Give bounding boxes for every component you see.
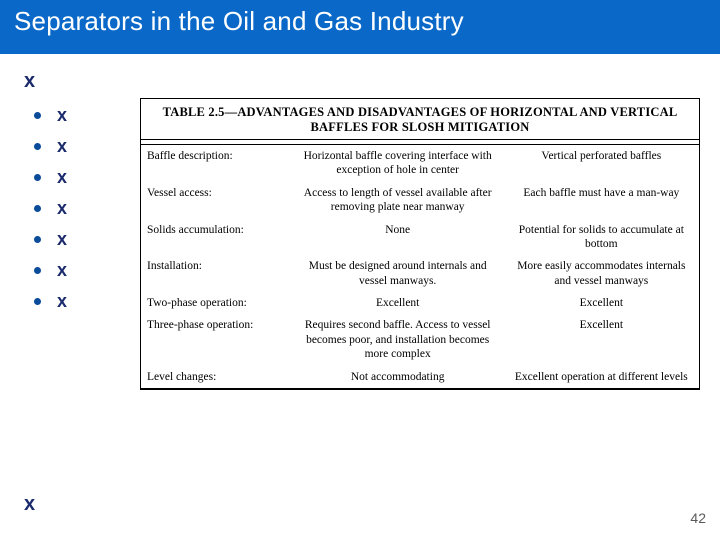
table-container: TABLE 2.5—ADVANTAGES AND DISADVANTAGES O… — [140, 98, 700, 390]
row-horizontal: Access to length of vessel available aft… — [292, 182, 504, 219]
table-row: Vessel access:Access to length of vessel… — [141, 182, 699, 219]
row-vertical: Excellent — [504, 292, 699, 314]
row-vertical: Excellent — [504, 314, 699, 365]
table-row: Three-phase operation:Requires second ba… — [141, 314, 699, 365]
row-label: Solids accumulation: — [141, 219, 292, 256]
section-marker-top: x — [24, 70, 700, 93]
row-vertical: More easily accommodates internals and v… — [504, 255, 699, 292]
row-vertical: Potential for solids to accumulate at bo… — [504, 219, 699, 256]
table-row: Installation:Must be designed around int… — [141, 255, 699, 292]
bullet-dot-icon — [34, 143, 41, 150]
bullet-dot-icon — [34, 298, 41, 305]
bullet-label: x — [57, 291, 67, 312]
header-bar: Separators in the Oil and Gas Industry — [0, 0, 720, 54]
bullet-label: x — [57, 136, 67, 157]
row-label: Vessel access: — [141, 182, 292, 219]
row-label: Level changes: — [141, 366, 292, 388]
row-vertical: Each baffle must have a man-way — [504, 182, 699, 219]
row-horizontal: None — [292, 219, 504, 256]
row-horizontal: Must be designed around internals and ve… — [292, 255, 504, 292]
bullet-label: x — [57, 229, 67, 250]
row-label: Two-phase operation: — [141, 292, 292, 314]
bullet-dot-icon — [34, 112, 41, 119]
row-horizontal: Excellent — [292, 292, 504, 314]
table-row: Baffle description:Horizontal baffle cov… — [141, 145, 699, 182]
bullet-label: x — [57, 167, 67, 188]
row-vertical: Vertical perforated baffles — [504, 145, 699, 182]
comparison-table: Baffle description:Horizontal baffle cov… — [141, 145, 699, 388]
bullet-label: x — [57, 105, 67, 126]
bullet-label: x — [57, 198, 67, 219]
table-row: Two-phase operation:ExcellentExcellent — [141, 292, 699, 314]
bullet-dot-icon — [34, 205, 41, 212]
bullet-dot-icon — [34, 267, 41, 274]
row-vertical: Excellent operation at different levels — [504, 366, 699, 388]
row-horizontal: Requires second baffle. Access to vessel… — [292, 314, 504, 365]
row-horizontal: Not accommodating — [292, 366, 504, 388]
bullet-label: x — [57, 260, 67, 281]
bullet-dot-icon — [34, 236, 41, 243]
section-marker-bottom: x — [24, 493, 35, 516]
slide-title: Separators in the Oil and Gas Industry — [14, 6, 464, 37]
row-horizontal: Horizontal baffle covering interface wit… — [292, 145, 504, 182]
slide: Separators in the Oil and Gas Industry x… — [0, 0, 720, 540]
table-rule-bottom — [141, 388, 699, 389]
row-label: Three-phase operation: — [141, 314, 292, 365]
table-row: Solids accumulation:NonePotential for so… — [141, 219, 699, 256]
table-title: TABLE 2.5—ADVANTAGES AND DISADVANTAGES O… — [141, 99, 699, 139]
table-row: Level changes:Not accommodatingExcellent… — [141, 366, 699, 388]
row-label: Baffle description: — [141, 145, 292, 182]
row-label: Installation: — [141, 255, 292, 292]
page-number: 42 — [690, 510, 706, 526]
bullet-dot-icon — [34, 174, 41, 181]
